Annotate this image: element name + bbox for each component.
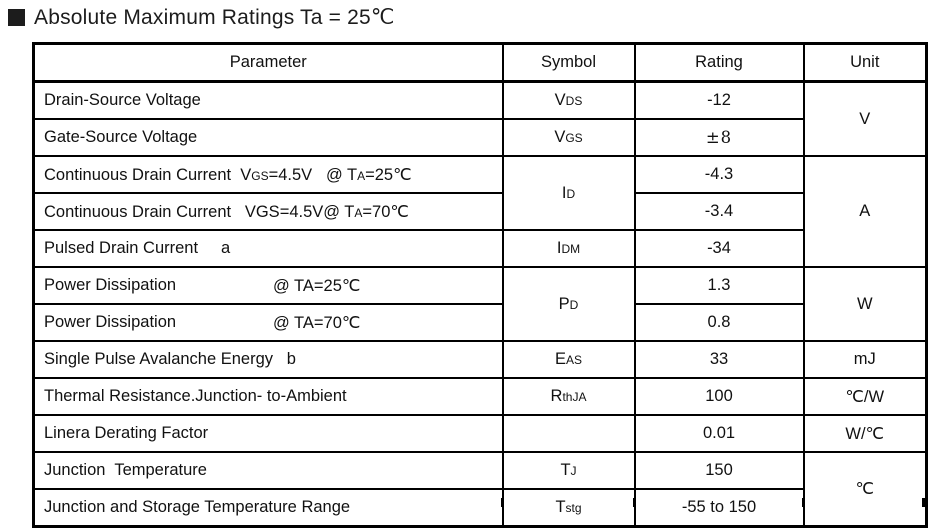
table-row: Thermal Resistance.Junction- to-Ambient …	[32, 377, 928, 416]
symbol-cell: TJ	[501, 451, 636, 490]
symbol-cell: VGS	[501, 118, 636, 157]
section-title: Absolute Maximum Ratings Ta = 25℃	[8, 5, 395, 30]
table-row: Continuous Drain Current VGS=4.5V@ TA=70…	[32, 192, 927, 231]
rating-cell: -12	[633, 80, 805, 120]
param-cell: Pulsed Drain Current a	[32, 229, 504, 268]
unit-cell: W/℃	[802, 414, 928, 453]
param-cell: Linera Derating Factor	[32, 414, 504, 453]
symbol-cell: IDM	[501, 229, 636, 268]
param-cell: Gate-Source Voltage	[32, 118, 504, 157]
rating-cell: 100	[633, 377, 805, 416]
rating-cell: -3.4	[633, 192, 805, 231]
unit-cell: ℃/W	[802, 377, 928, 416]
table-cut-stub	[633, 498, 636, 507]
table-row: Drain-Source Voltage VDS -12 V	[32, 80, 928, 157]
param-cell: Drain-Source Voltage	[32, 80, 504, 120]
table-cut-stub	[922, 498, 925, 507]
table-row: Continuous Drain Current VGS=4.5V @ TA=2…	[32, 155, 928, 268]
param-cell: Continuous Drain Current VGS=4.5V@ TA=70…	[32, 192, 504, 231]
symbol-cell: Tstg	[501, 488, 636, 528]
table-row: Gate-Source Voltage VGS ±8	[32, 118, 927, 157]
condition-text: @ TA=70℃	[273, 313, 361, 332]
section-title-text: Absolute Maximum Ratings Ta = 25℃	[34, 6, 395, 29]
param-cell: Single Pulse Avalanche Energy b	[32, 340, 504, 379]
table-row: Linera Derating Factor 0.01 W/℃	[32, 414, 928, 453]
rating-cell: 33	[633, 340, 805, 379]
param-cell: Thermal Resistance.Junction- to-Ambient	[32, 377, 504, 416]
param-cell: Power Dissipation @ TA=25℃	[32, 266, 504, 305]
rating-cell: 0.01	[633, 414, 805, 453]
unit-cell: mJ	[802, 340, 928, 379]
header-symbol: Symbol	[501, 42, 636, 83]
table-row: Junction Temperature TJ 150 ℃	[32, 451, 928, 528]
table-cut-stub	[802, 498, 805, 507]
param-cell: Junction Temperature	[32, 451, 504, 490]
rating-cell: -55 to 150	[633, 488, 805, 528]
header-row: Parameter Symbol Rating Unit	[32, 42, 928, 83]
condition-text: @ TA=25℃	[273, 276, 361, 295]
symbol-cell-empty	[501, 414, 636, 453]
rating-cell: ±8	[633, 118, 805, 157]
table-row: Power Dissipation @ TA=70℃ 0.8	[32, 303, 927, 342]
header-unit: Unit	[802, 42, 928, 83]
rating-cell: 1.3	[633, 266, 805, 305]
table-cut-stub	[501, 498, 504, 507]
symbol-cell: VDS	[501, 80, 636, 120]
unit-cell-celsius: ℃	[802, 451, 928, 528]
param-cell: Power Dissipation @ TA=70℃	[32, 303, 504, 342]
symbol-cell: RthJA	[501, 377, 636, 416]
table-row: Power Dissipation @ TA=25℃ PD 1.3 W	[32, 266, 928, 342]
table-row: Junction and Storage Temperature Range T…	[32, 488, 927, 528]
header-parameter: Parameter	[32, 42, 504, 83]
rating-cell: 150	[633, 451, 805, 490]
param-cell: Junction and Storage Temperature Range	[32, 488, 504, 528]
header-rating: Rating	[633, 42, 805, 83]
unit-cell-watts: W	[802, 266, 928, 342]
unit-cell-amps: A	[802, 155, 928, 268]
absolute-maximum-ratings-table: Parameter Symbol Rating Unit Drain-Sourc…	[32, 42, 928, 528]
table-row: Pulsed Drain Current a IDM -34	[32, 229, 927, 268]
table-cut-stub	[32, 498, 35, 507]
symbol-cell: EAS	[501, 340, 636, 379]
rating-cell: 0.8	[633, 303, 805, 342]
param-cell: Continuous Drain Current VGS=4.5V @ TA=2…	[32, 155, 504, 194]
symbol-cell-id: ID	[501, 155, 636, 231]
unit-cell-volts: V	[802, 80, 928, 157]
rating-cell: -34	[633, 229, 805, 268]
section-bullet-square-icon	[8, 9, 25, 26]
symbol-cell-pd: PD	[501, 266, 636, 342]
table-row: Single Pulse Avalanche Energy b EAS 33 m…	[32, 340, 928, 379]
rating-cell: -4.3	[633, 155, 805, 194]
